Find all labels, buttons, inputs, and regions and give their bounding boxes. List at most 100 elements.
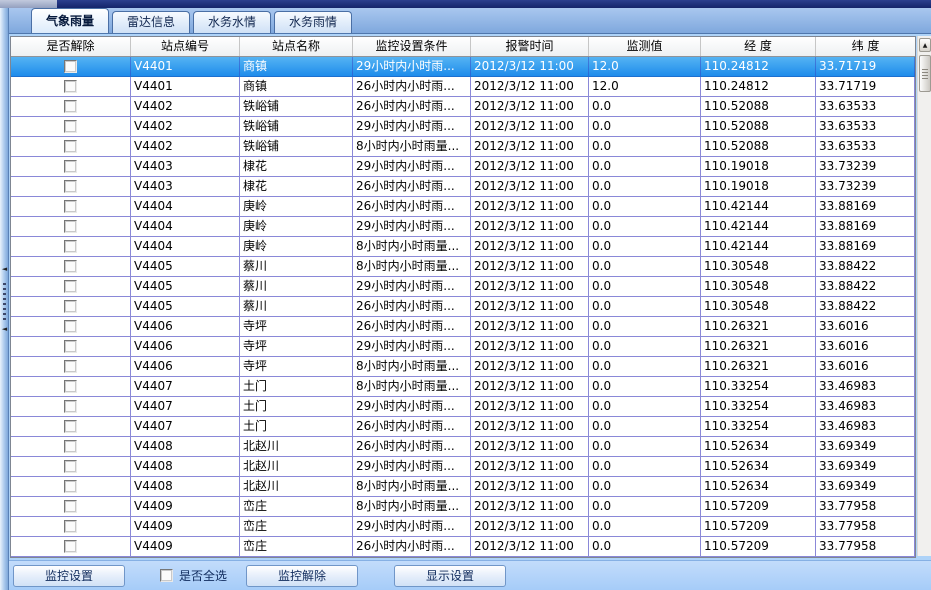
monitor-release-button[interactable]: 监控解除 [246,565,358,587]
release-checkbox-cell [11,357,131,376]
column-header[interactable]: 站点编号 [131,37,240,56]
splitter-grip[interactable] [3,283,6,323]
release-checkbox[interactable] [64,200,77,213]
column-header[interactable]: 报警时间 [471,37,589,56]
cell-longitude: 110.33254 [701,417,816,436]
cell-station-id: V4405 [131,297,240,316]
left-collapse-splitter[interactable]: ◄ ◄ [0,8,9,590]
release-checkbox[interactable] [64,420,77,433]
release-checkbox[interactable] [64,140,77,153]
cell-station-name: 铁峪铺 [240,117,353,136]
table-row[interactable]: V4409 峦庄 26小时内小时雨... 2012/3/12 11:00 0.0 110.… [11,537,915,557]
tab-2[interactable]: 水务水情 [193,11,272,33]
table-row[interactable]: V4408 北赵川 26小时内小时雨... 2012/3/12 11:00 0.0 110… [11,437,915,457]
table-row[interactable]: V4405 蔡川 8小时内小时雨量... 2012/3/12 11:00 0.0 110.… [11,257,915,277]
display-settings-button[interactable]: 显示设置 [394,565,506,587]
cell-latitude: 33.69349 [816,457,915,476]
column-header[interactable]: 站点名称 [240,37,353,56]
table-row[interactable]: V4404 庚岭 26小时内小时雨... 2012/3/12 11:00 0.0 110.… [11,197,915,217]
table-row[interactable]: V4405 蔡川 29小时内小时雨... 2012/3/12 11:00 0.0 110.… [11,277,915,297]
column-header[interactable]: 监控设置条件 [353,37,471,56]
cell-station-name: 棣花 [240,177,353,196]
release-checkbox[interactable] [64,120,77,133]
scrollbar-thumb[interactable] [919,55,931,92]
release-checkbox[interactable] [64,340,77,353]
vertical-scrollbar[interactable]: ▲ [917,36,931,556]
table-row[interactable]: V4407 土门 8小时内小时雨量... 2012/3/12 11:00 0.0 110.… [11,377,915,397]
table-row[interactable]: V4406 寺坪 26小时内小时雨... 2012/3/12 11:00 0.0 110.… [11,317,915,337]
table-row[interactable]: V4404 庚岭 29小时内小时雨... 2012/3/12 11:00 0.0 110.… [11,217,915,237]
table-row[interactable]: V4407 土门 26小时内小时雨... 2012/3/12 11:00 0.0 110.… [11,417,915,437]
cell-latitude: 33.73239 [816,177,915,196]
scroll-up-arrow-icon[interactable]: ▲ [919,38,931,52]
select-all-checkbox[interactable] [160,569,173,582]
release-checkbox[interactable] [64,300,77,313]
table-row[interactable]: V4403 棣花 26小时内小时雨... 2012/3/12 11:00 0.0 110.… [11,177,915,197]
cell-value: 0.0 [589,217,701,236]
cell-condition: 8小时内小时雨量... [353,137,471,156]
release-checkbox-cell [11,397,131,416]
table-row[interactable]: V4405 蔡川 26小时内小时雨... 2012/3/12 11:00 0.0 110.… [11,297,915,317]
table-row[interactable]: V4403 棣花 29小时内小时雨... 2012/3/12 11:00 0.0 110.… [11,157,915,177]
table-row[interactable]: V4402 铁峪铺 26小时内小时雨... 2012/3/12 11:00 0.0 110… [11,97,915,117]
release-checkbox[interactable] [64,220,77,233]
release-checkbox[interactable] [64,280,77,293]
release-checkbox[interactable] [64,480,77,493]
cell-longitude: 110.52634 [701,457,816,476]
cell-station-name: 峦庄 [240,537,353,556]
cell-alarm-time: 2012/3/12 11:00 [471,197,589,216]
cell-condition: 26小时内小时雨... [353,437,471,456]
cell-latitude: 33.88169 [816,217,915,236]
cell-latitude: 33.69349 [816,437,915,456]
table-row[interactable]: V4404 庚岭 8小时内小时雨量... 2012/3/12 11:00 0.0 110.… [11,237,915,257]
table-row[interactable]: V4408 北赵川 8小时内小时雨量... 2012/3/12 11:00 0.0 110… [11,477,915,497]
release-checkbox[interactable] [64,60,77,73]
tab-0[interactable]: 气象雨量 [31,8,110,33]
release-checkbox[interactable] [64,80,77,93]
release-checkbox[interactable] [64,180,77,193]
cell-longitude: 110.52088 [701,97,816,116]
release-checkbox[interactable] [64,380,77,393]
cell-longitude: 110.26321 [701,337,816,356]
column-header[interactable]: 监测值 [589,37,701,56]
release-checkbox[interactable] [64,400,77,413]
cell-condition: 8小时内小时雨量... [353,237,471,256]
table-row[interactable]: V4402 铁峪铺 29小时内小时雨... 2012/3/12 11:00 0.0 110… [11,117,915,137]
release-checkbox[interactable] [64,100,77,113]
table-row[interactable]: V4409 峦庄 29小时内小时雨... 2012/3/12 11:00 0.0 110.… [11,517,915,537]
table-row[interactable]: V4409 峦庄 8小时内小时雨量... 2012/3/12 11:00 0.0 110.… [11,497,915,517]
release-checkbox[interactable] [64,360,77,373]
cell-station-name: 寺坪 [240,317,353,336]
cell-value: 0.0 [589,177,701,196]
column-header[interactable]: 是否解除 [11,37,131,56]
release-checkbox[interactable] [64,240,77,253]
release-checkbox[interactable] [64,260,77,273]
release-checkbox[interactable] [64,540,77,553]
tab-3[interactable]: 水务雨情 [274,11,353,33]
release-checkbox-cell [11,217,131,236]
release-checkbox-cell [11,317,131,336]
table-row[interactable]: V4408 北赵川 29小时内小时雨... 2012/3/12 11:00 0.0 110… [11,457,915,477]
table-row[interactable]: V4401 商镇 29小时内小时雨... 2012/3/12 11:00 12.0 110… [11,57,915,77]
release-checkbox[interactable] [64,520,77,533]
release-checkbox[interactable] [64,440,77,453]
collapse-left-arrow-icon[interactable]: ◄ [1,265,8,273]
table-row[interactable]: V4406 寺坪 29小时内小时雨... 2012/3/12 11:00 0.0 110.… [11,337,915,357]
table-row[interactable]: V4406 寺坪 8小时内小时雨量... 2012/3/12 11:00 0.0 110.… [11,357,915,377]
release-checkbox[interactable] [64,460,77,473]
release-checkbox[interactable] [64,320,77,333]
tab-1[interactable]: 雷达信息 [112,11,191,33]
release-checkbox-cell [11,477,131,496]
cell-station-id: V4402 [131,137,240,156]
column-header[interactable]: 经 度 [701,37,816,56]
column-header[interactable]: 纬 度 [851,39,880,53]
cell-value: 0.0 [589,317,701,336]
table-row[interactable]: V4407 土门 29小时内小时雨... 2012/3/12 11:00 0.0 110.… [11,397,915,417]
table-row[interactable]: V4402 铁峪铺 8小时内小时雨量... 2012/3/12 11:00 0.0 110… [11,137,915,157]
cell-latitude: 33.73239 [816,157,915,176]
monitor-settings-button[interactable]: 监控设置 [13,565,125,587]
release-checkbox[interactable] [64,160,77,173]
collapse-left-arrow-icon[interactable]: ◄ [1,325,8,333]
release-checkbox[interactable] [64,500,77,513]
table-row[interactable]: V4401 商镇 26小时内小时雨... 2012/3/12 11:00 12.0 110… [11,77,915,97]
